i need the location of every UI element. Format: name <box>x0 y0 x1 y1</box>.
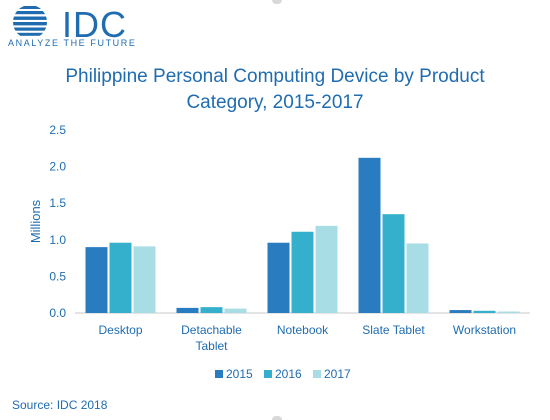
legend-label: 2017 <box>324 367 351 381</box>
legend-label: 2015 <box>226 367 253 381</box>
bar-2017 <box>224 308 247 313</box>
logo-wordmark: IDC <box>62 4 127 45</box>
bar-2015 <box>358 157 381 313</box>
legend-swatch-2016 <box>264 370 272 378</box>
chart-title-line-2: Category, 2015-2017 <box>186 92 364 113</box>
logo-tagline: ANALYZE THE FUTURE <box>8 38 137 48</box>
globe-icon <box>13 6 47 36</box>
idc-logo: IDC ANALYZE THE FUTURE <box>8 4 208 50</box>
x-tick-label: Desktop <box>98 323 142 337</box>
bar-2016 <box>200 307 223 313</box>
chart-title: Philippine Personal Computing Device by … <box>0 64 550 116</box>
y-tick-label: 0.0 <box>49 306 66 320</box>
y-tick-label: 0.5 <box>49 269 66 283</box>
bottom-decoration <box>272 416 282 420</box>
bar-2016 <box>109 242 132 313</box>
y-tick-label: 2.0 <box>49 160 66 174</box>
source-note: Source: IDC 2018 <box>12 398 108 412</box>
x-tick-label: Tablet <box>195 339 228 353</box>
y-tick-label: 1.0 <box>49 233 66 247</box>
y-axis-label: Millions <box>28 199 43 243</box>
y-tick-label: 2.5 <box>49 123 66 137</box>
y-tick-label: 1.5 <box>49 196 66 210</box>
bar-2016 <box>473 310 496 313</box>
bar-2015 <box>85 247 108 313</box>
legend-swatch-2017 <box>313 370 321 378</box>
bar-2017 <box>315 225 338 313</box>
legend-swatch-2015 <box>215 370 223 378</box>
legend-label: 2016 <box>275 367 302 381</box>
bar-2015 <box>176 307 199 313</box>
x-tick-label: Workstation <box>453 323 516 337</box>
bar-2016 <box>382 214 405 313</box>
bar-2017 <box>133 246 156 313</box>
top-decoration <box>272 0 282 4</box>
bar-2015 <box>267 242 290 313</box>
x-tick-label: Notebook <box>277 323 329 337</box>
bar-2015 <box>449 310 472 313</box>
bar-2017 <box>497 311 520 313</box>
x-tick-label: Detachable <box>181 323 242 337</box>
x-tick-label: Slate Tablet <box>362 323 425 337</box>
bar-2016 <box>291 231 314 313</box>
bar-2017 <box>406 243 429 313</box>
chart-title-line-1: Philippine Personal Computing Device by … <box>65 66 485 87</box>
